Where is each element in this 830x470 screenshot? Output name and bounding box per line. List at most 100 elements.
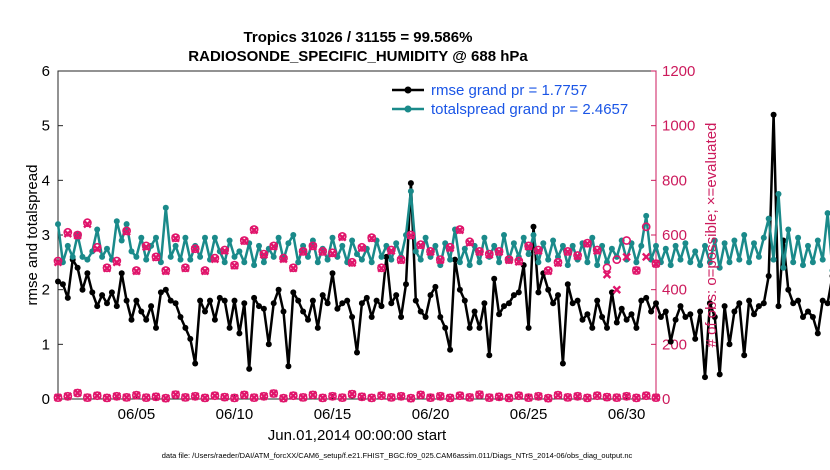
y2-tick-label: 800 xyxy=(662,172,687,189)
totalspread-point xyxy=(417,256,424,263)
obs-possible-marker xyxy=(298,392,308,402)
rmse-point xyxy=(378,303,385,310)
y-tick-label: 4 xyxy=(42,172,50,189)
rmse-point xyxy=(466,324,473,331)
obs-evaluated-marker xyxy=(279,393,288,403)
obs-possible-marker xyxy=(484,393,494,402)
rmse-point xyxy=(202,308,208,315)
rmse-point xyxy=(795,297,802,304)
x-tick-label: 06/30 xyxy=(608,406,646,423)
rmse-point xyxy=(741,352,748,359)
y2-tick-label: 1200 xyxy=(662,63,695,80)
totalspread-point xyxy=(221,259,228,266)
obs-evaluated-marker xyxy=(641,391,651,400)
obs-evaluated-marker xyxy=(485,393,494,402)
rmse-point xyxy=(55,278,61,285)
series-obs-evaluated-other- xyxy=(53,388,661,403)
totalspread-point xyxy=(55,221,61,228)
rmse-point xyxy=(608,289,615,296)
obs-possible-marker xyxy=(396,255,406,264)
rmse-point xyxy=(388,300,395,307)
obs-evaluated-marker xyxy=(406,393,416,403)
obs-possible-marker xyxy=(298,246,308,256)
rmse-point xyxy=(256,303,262,310)
obs-evaluated-marker xyxy=(632,266,641,275)
obs-possible-marker xyxy=(200,266,210,275)
obs-possible-marker xyxy=(504,255,514,264)
obs-possible-marker xyxy=(190,391,200,401)
obs-evaluated-marker xyxy=(553,390,563,400)
totalspread-point xyxy=(584,259,591,266)
totalspread-point xyxy=(501,232,507,238)
rmse-point xyxy=(59,281,66,288)
totalspread-point xyxy=(138,234,145,241)
obs-evaluated-marker xyxy=(465,238,474,247)
obs-possible-marker xyxy=(426,246,435,256)
series-obs-possible-other- xyxy=(53,388,661,403)
rmse-point xyxy=(373,297,380,304)
series-obs-possible xyxy=(53,218,661,275)
obs-evaluated-marker xyxy=(387,393,396,402)
obs-possible-marker xyxy=(377,391,386,401)
totalspread-point xyxy=(697,262,704,269)
rmse-point xyxy=(697,308,704,315)
totalspread-point xyxy=(314,259,321,266)
obs-possible-marker xyxy=(455,225,465,234)
rmse-point xyxy=(618,305,625,312)
x-tick-label: 06/25 xyxy=(510,406,548,423)
rmse-point xyxy=(461,297,468,304)
obs-possible-marker xyxy=(622,236,631,245)
y-tick-label: 0 xyxy=(42,391,50,408)
obs-possible-marker xyxy=(612,393,622,402)
totalspread-point xyxy=(231,253,238,260)
obs-evaluated-marker xyxy=(259,250,269,259)
obs-evaluated-marker xyxy=(289,391,298,400)
obs-evaluated-marker xyxy=(308,242,318,251)
rmse-point xyxy=(594,297,601,304)
obs-possible-marker xyxy=(465,392,475,402)
obs-evaluated-marker xyxy=(563,393,573,402)
obs-evaluated-marker xyxy=(53,393,63,402)
y2-tick-label: 600 xyxy=(662,227,687,244)
rmse-point xyxy=(496,311,503,318)
obs-evaluated-marker xyxy=(602,392,612,402)
obs-evaluated-marker xyxy=(190,392,200,401)
obs-possible-marker xyxy=(504,393,514,403)
obs-possible-marker xyxy=(435,255,445,264)
obs-evaluated-marker xyxy=(357,392,367,402)
rmse-point xyxy=(471,308,478,315)
obs-possible-marker xyxy=(279,393,288,403)
rmse-point xyxy=(672,316,679,323)
totalspread-point xyxy=(819,256,826,263)
rmse-point xyxy=(437,314,444,320)
obs-evaluated-marker xyxy=(181,264,190,273)
obs-evaluated-marker xyxy=(347,389,357,399)
rmse-point xyxy=(569,300,576,307)
totalspread-point xyxy=(755,253,762,260)
obs-evaluated-marker xyxy=(406,231,416,240)
rmse-point xyxy=(113,303,120,310)
totalspread-point xyxy=(633,259,640,266)
totalspread-point xyxy=(662,245,669,252)
rmse-point xyxy=(403,281,409,288)
obs-evaluated-marker xyxy=(465,393,474,402)
rmse-point xyxy=(648,308,655,315)
totalspread-point xyxy=(285,240,292,247)
totalspread-point xyxy=(461,245,468,252)
obs-possible-marker xyxy=(269,389,279,398)
rmse-point xyxy=(309,297,316,304)
obs-possible-marker xyxy=(357,242,367,252)
rmse-point xyxy=(290,289,297,296)
rmse-point xyxy=(167,297,174,304)
obs-possible-marker xyxy=(318,393,328,403)
obs-possible-marker xyxy=(573,391,582,401)
rmse-point xyxy=(677,303,684,310)
totalspread-point xyxy=(113,218,120,225)
obs-evaluated-marker xyxy=(122,393,131,402)
rmse-point xyxy=(64,294,71,301)
obs-evaluated-marker xyxy=(347,258,357,268)
obs-possible-marker xyxy=(543,393,553,403)
obs-evaluated-marker xyxy=(651,393,661,402)
obs-evaluated-marker xyxy=(622,252,631,262)
obs-evaluated-marker xyxy=(132,266,141,276)
